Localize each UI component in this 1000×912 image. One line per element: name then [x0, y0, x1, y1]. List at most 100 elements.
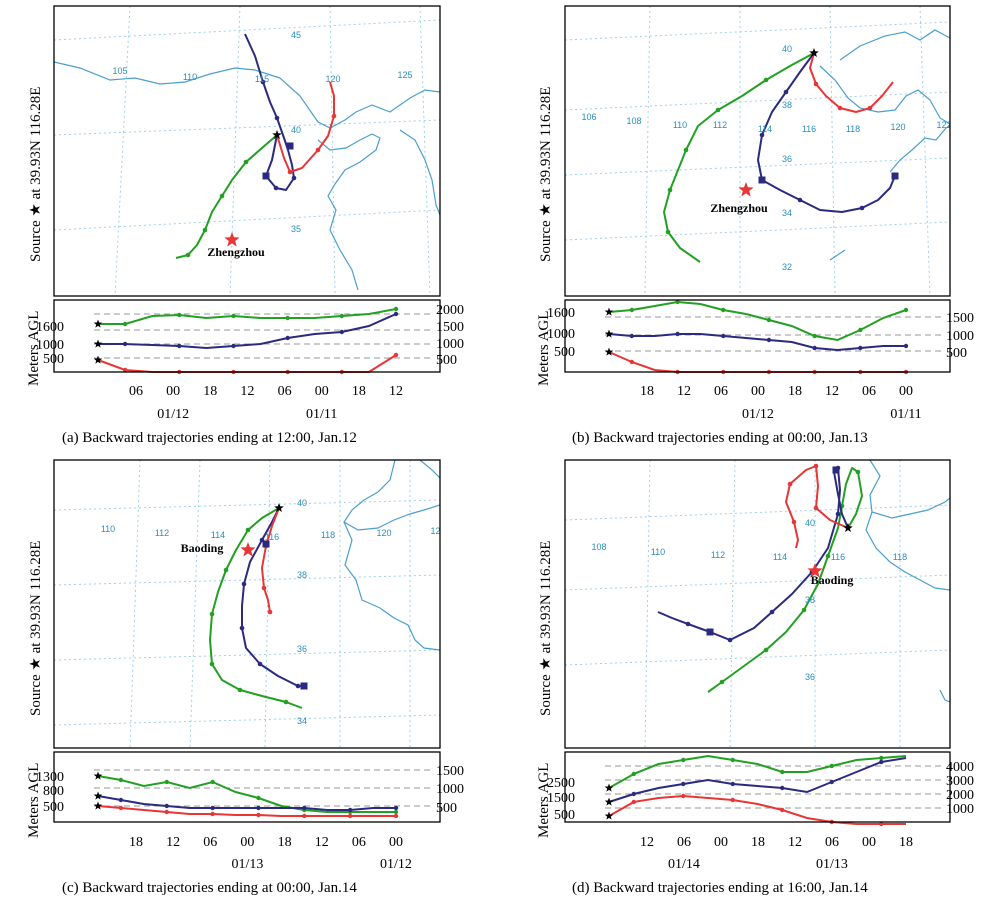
right-tick-label: 4000 — [946, 760, 974, 775]
time-tick-label: 18 — [899, 835, 913, 850]
navy-square-marker — [832, 466, 840, 474]
green-altitude-line — [98, 308, 397, 325]
navy-trajectory-point — [859, 205, 865, 211]
navy-altitude-line-point — [164, 803, 169, 809]
green-altitude-line-point — [231, 313, 236, 319]
right-tick-label: 1500 — [946, 311, 974, 326]
green-altitude-line-point — [858, 327, 863, 333]
date-label: 01/11 — [306, 407, 337, 422]
red-trajectory-point — [813, 81, 819, 87]
date-label: 01/13 — [231, 857, 263, 872]
right-tick-label: 1000 — [436, 782, 464, 797]
coastline — [819, 65, 950, 125]
red-altitude-line — [608, 794, 906, 825]
start-star-icon — [93, 339, 103, 348]
time-tick-label: 00 — [389, 835, 403, 850]
caption-c: (c) Backward trajectories ending at 00:0… — [62, 880, 357, 896]
green-altitude-line-point — [164, 779, 169, 785]
red-trajectory — [809, 52, 894, 113]
navy-square-marker — [758, 176, 766, 184]
longitude-label: 122 — [936, 120, 951, 130]
altitude-frame — [53, 751, 441, 823]
red-altitude-line-point — [256, 812, 261, 818]
red-altitude-line-point — [347, 813, 353, 819]
time-tick-label: 00 — [751, 384, 765, 399]
navy-trajectory-point — [797, 197, 803, 203]
panel-c: 110 112 114 116 118 120 122 40 38 36 34 Baoding 1300… — [36, 459, 464, 872]
green-trajectory — [175, 134, 278, 259]
green-trajectory-point — [801, 607, 807, 613]
meters-label-a: Meters AGL — [26, 310, 42, 386]
latitude-gridline — [54, 714, 440, 726]
green-altitude-line-point — [118, 777, 124, 783]
latitude-gridline — [565, 504, 950, 521]
longitude-label: 108 — [626, 116, 641, 126]
red-altitude-line-point — [730, 797, 735, 803]
coastline — [865, 511, 950, 591]
latitude-label: 45 — [291, 30, 301, 40]
longitude-gridline — [229, 6, 241, 296]
panel-b: 106 108 110 112 114 116 118 120 122 40 38 36 34 32 Zhe… — [547, 5, 974, 422]
meters-label-c: Meters AGL — [26, 762, 42, 838]
green-trajectory-point — [683, 147, 689, 153]
latitude-label: 38 — [297, 570, 307, 580]
time-tick-label: 06 — [825, 835, 839, 850]
time-tick-label: 18 — [352, 384, 366, 399]
navy-altitude-line-point — [780, 785, 785, 791]
map-b: 106 108 110 112 114 116 118 120 122 40 38 36 34 32 Zhe… — [564, 5, 951, 297]
time-tick-label: 18 — [640, 384, 654, 399]
coastline — [939, 689, 950, 703]
left-tick-label: 2500 — [547, 776, 575, 791]
city-star-icon — [224, 232, 240, 247]
time-tick-label: 12 — [788, 835, 802, 850]
latitude-gridline — [565, 157, 950, 176]
longitude-label: 116 — [802, 124, 816, 134]
coastline — [419, 460, 440, 479]
longitude-label: 106 — [581, 112, 596, 122]
latitude-label: 38 — [805, 595, 815, 605]
time-tick-label: 06 — [203, 835, 217, 850]
green-trajectory-point — [667, 187, 673, 193]
navy-altitude-line-point — [675, 331, 680, 337]
time-tick-label: 12 — [389, 384, 403, 399]
map-frame — [53, 459, 441, 749]
date-label: 01/11 — [890, 407, 921, 422]
navy-square-marker — [262, 172, 270, 180]
start-star-icon — [93, 355, 103, 364]
start-star-icon — [93, 771, 103, 780]
navy-altitude-line-point — [210, 805, 215, 811]
start-star-icon — [604, 783, 614, 792]
left-tick-label: 1600 — [547, 306, 575, 321]
latitude-label: 40 — [297, 498, 307, 508]
navy-altitude-line — [608, 757, 907, 803]
green-altitude-line-point — [256, 795, 261, 801]
red-trajectory-point — [813, 505, 819, 511]
longitude-label: 118 — [893, 552, 907, 562]
red-trajectory-point — [261, 585, 267, 591]
green-altitude-line-point — [285, 315, 290, 321]
navy-trajectory-point — [257, 661, 263, 667]
longitude-gridline — [329, 6, 336, 296]
map-content-c: 110 112 114 116 118 120 122 40 38 36 34 Baoding — [54, 460, 440, 748]
green-altitude-line-point — [629, 307, 635, 313]
green-altitude-line-point — [903, 307, 909, 313]
navy-trajectory-point — [295, 683, 301, 689]
longitude-label: 116 — [265, 532, 279, 542]
latitude-label: 34 — [782, 208, 792, 218]
green-altitude-line-point — [721, 307, 726, 313]
longitude-label: 114 — [211, 530, 225, 540]
caption-d: (d) Backward trajectories ending at 16:0… — [572, 880, 868, 896]
red-altitude-line-point — [393, 352, 399, 358]
green-trajectory-point — [763, 77, 769, 83]
green-altitude-line-point — [177, 312, 182, 318]
green-altitude-line-point — [122, 321, 128, 327]
green-altitude-line-point — [780, 769, 785, 775]
navy-altitude-line — [97, 795, 396, 811]
longitude-gridline — [114, 6, 131, 296]
map-frame — [564, 459, 951, 749]
red-altitude-line-point — [780, 807, 785, 813]
latitude-label: 35 — [291, 224, 301, 234]
longitude-gridline — [644, 460, 651, 748]
